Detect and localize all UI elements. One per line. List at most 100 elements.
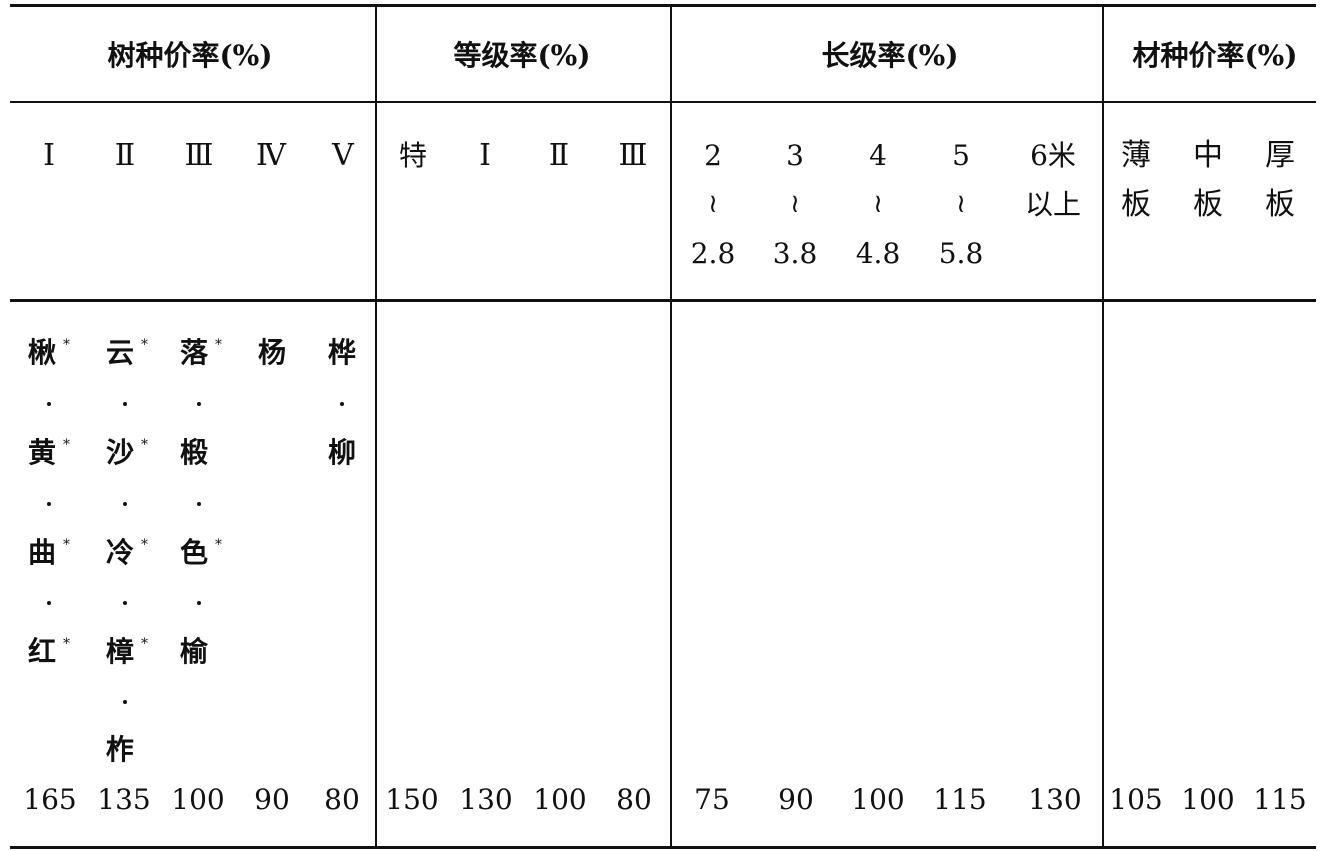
length-class-1: 2 ≀ 2.8 <box>680 131 746 278</box>
range-symbol: ≀ <box>873 189 883 219</box>
species-name: 云 * <box>98 333 148 373</box>
species-class-1: Ⅰ <box>43 138 55 173</box>
asterisk-marker: * <box>141 437 148 453</box>
species-name: 桦 <box>320 333 364 373</box>
species-value-1: 165 <box>23 783 77 816</box>
material-class-medium-board: 中 板 <box>1186 131 1230 229</box>
length-label-line1: 6米 <box>1030 139 1076 172</box>
species-class-5: Ⅴ <box>332 138 354 173</box>
species-name: 柞 <box>98 730 142 770</box>
separator-dot <box>47 402 51 406</box>
length-value-2: 90 <box>778 783 814 816</box>
length-from: 3 <box>786 139 804 172</box>
material-class-thick-board: 厚 板 <box>1258 131 1302 229</box>
material-value-medium: 100 <box>1181 783 1235 816</box>
species-class-2: Ⅱ <box>114 138 136 173</box>
species-name: 冷 * <box>98 533 148 573</box>
species-text: 榆 <box>179 635 208 668</box>
species-class-4: Ⅳ <box>256 138 286 173</box>
length-to: 2.8 <box>690 237 736 270</box>
grade-value-3: 80 <box>616 783 652 816</box>
asterisk-marker: * <box>215 337 222 353</box>
separator-dot <box>197 601 201 605</box>
grade-value-special: 150 <box>385 783 439 816</box>
separator-dot <box>123 601 127 605</box>
range-symbol: ≀ <box>708 189 718 219</box>
material-class-thin-board: 薄 板 <box>1114 131 1158 229</box>
species-name: 樟 * <box>98 632 148 672</box>
species-value-2: 135 <box>97 783 151 816</box>
length-class-2: 3 ≀ 3.8 <box>762 131 828 278</box>
species-text: 杨 <box>257 336 286 369</box>
asterisk-marker: * <box>63 337 70 353</box>
grade-value-2: 100 <box>533 783 587 816</box>
length-label-line2: 以上 <box>1024 188 1081 221</box>
species-text: 色 <box>179 536 208 569</box>
grade-rate-header: 等级率(%) <box>453 39 591 72</box>
species-text: 楸 <box>27 336 56 369</box>
species-text: 椴 <box>179 436 208 469</box>
length-value-5: 130 <box>1028 783 1082 816</box>
material-label-line2: 板 <box>1193 187 1223 222</box>
species-price-rate-header: 树种价率(%) <box>107 39 273 72</box>
species-name: 椴 <box>172 433 216 473</box>
asterisk-marker: * <box>141 337 148 353</box>
separator-dot <box>47 502 51 506</box>
asterisk-marker: * <box>63 636 70 652</box>
species-text: 沙 <box>105 436 134 469</box>
column-divider-grade <box>375 5 377 847</box>
length-from: 4 <box>869 139 887 172</box>
length-to: 5.8 <box>938 237 984 270</box>
length-value-3: 100 <box>851 783 905 816</box>
species-text: 樟 <box>105 635 134 668</box>
species-text: 曲 <box>27 536 56 569</box>
length-class-3: 4 ≀ 4.8 <box>845 131 911 278</box>
species-text: 冷 <box>105 536 134 569</box>
species-class-3: Ⅲ <box>184 138 214 173</box>
separator-dot <box>340 402 344 406</box>
species-name: 落 * <box>172 333 222 373</box>
material-label-line1: 薄 <box>1121 138 1151 173</box>
length-from: 5 <box>952 139 970 172</box>
species-text: 黄 <box>27 436 56 469</box>
species-name: 楸 * <box>20 333 70 373</box>
species-text: 柳 <box>327 436 356 469</box>
species-text: 落 <box>179 336 208 369</box>
species-text: 云 <box>105 336 134 369</box>
material-label-line2: 板 <box>1265 187 1295 222</box>
species-name: 沙 * <box>98 433 148 473</box>
asterisk-marker: * <box>215 537 222 553</box>
material-value-thick: 115 <box>1253 783 1307 816</box>
separator-dot <box>123 402 127 406</box>
column-divider-length <box>670 5 672 847</box>
table-top-rule <box>10 4 1316 7</box>
length-to: 4.8 <box>855 237 901 270</box>
length-value-1: 75 <box>694 783 730 816</box>
range-symbol: ≀ <box>790 189 800 219</box>
length-class-4: 5 ≀ 5.8 <box>928 131 994 278</box>
separator-dot <box>197 502 201 506</box>
length-value-4: 115 <box>933 783 987 816</box>
asterisk-marker: * <box>141 636 148 652</box>
grade-class-3: Ⅲ <box>618 138 648 173</box>
species-name: 榆 <box>172 632 216 672</box>
separator-dot <box>123 502 127 506</box>
species-name: 黄 * <box>20 433 70 473</box>
material-label-line1: 厚 <box>1265 138 1295 173</box>
species-value-4: 90 <box>254 783 290 816</box>
material-value-thin: 105 <box>1109 783 1163 816</box>
column-divider-material <box>1102 5 1104 847</box>
grade-class-special: 特 <box>398 139 427 172</box>
species-text: 柞 <box>105 733 134 766</box>
species-name: 杨 <box>250 333 294 373</box>
grade-class-2: Ⅱ <box>548 138 570 173</box>
material-label-line2: 板 <box>1121 187 1151 222</box>
asterisk-marker: * <box>141 537 148 553</box>
asterisk-marker: * <box>63 437 70 453</box>
species-text: 桦 <box>327 336 356 369</box>
header-divider <box>10 101 1316 103</box>
table-bottom-rule <box>10 846 1316 849</box>
grade-value-1: 130 <box>459 783 513 816</box>
length-from: 2 <box>704 139 722 172</box>
species-text: 红 <box>27 635 56 668</box>
